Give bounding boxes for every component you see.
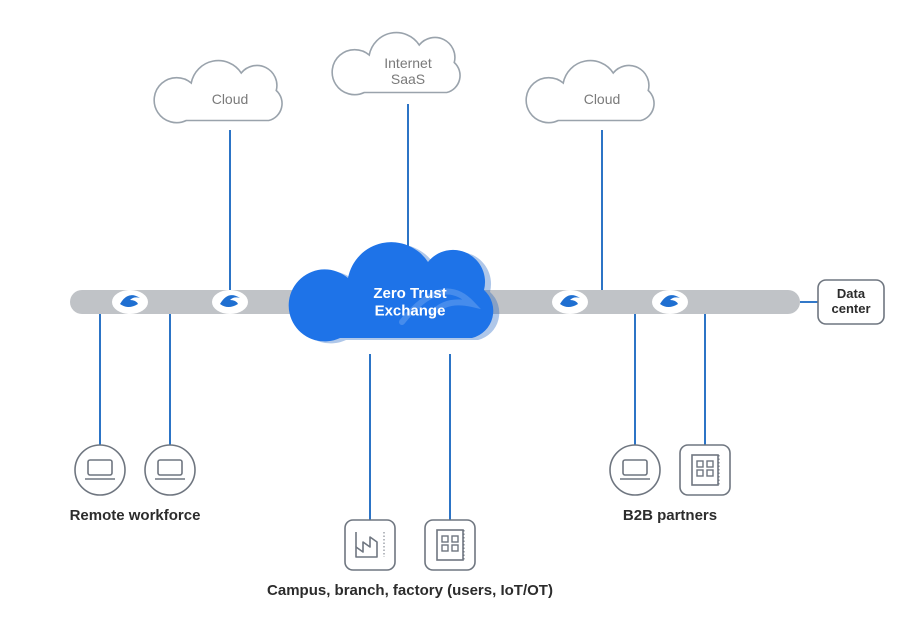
top-cloud-2: Cloud xyxy=(526,61,654,123)
data-center-label: Datacenter xyxy=(831,286,870,316)
z-badge-2 xyxy=(552,290,588,314)
laptop-icon xyxy=(75,445,125,495)
top-cloud-1: InternetSaaS xyxy=(332,33,460,95)
building-icon xyxy=(680,445,730,495)
group-label-1: Campus, branch, factory (users, IoT/OT) xyxy=(267,582,553,599)
zero-trust-exchange-cloud: Zero TrustExchange xyxy=(289,242,500,343)
factory-icon xyxy=(345,520,395,570)
z-badge-0 xyxy=(112,290,148,314)
zero-trust-exchange-label: Zero TrustExchange xyxy=(373,285,446,319)
building-icon xyxy=(425,520,475,570)
top-cloud-0: Cloud xyxy=(154,61,282,123)
laptop-icon xyxy=(610,445,660,495)
laptop-icon xyxy=(145,445,195,495)
group-label-0: Remote workforce xyxy=(70,507,201,524)
top-cloud-label-1: InternetSaaS xyxy=(384,55,432,87)
data-center-node: Datacenter xyxy=(818,280,884,324)
z-badge-3 xyxy=(652,290,688,314)
top-cloud-label-2: Cloud xyxy=(584,91,621,107)
z-badge-1 xyxy=(212,290,248,314)
top-cloud-label-0: Cloud xyxy=(212,91,249,107)
group-label-2: B2B partners xyxy=(623,507,717,524)
